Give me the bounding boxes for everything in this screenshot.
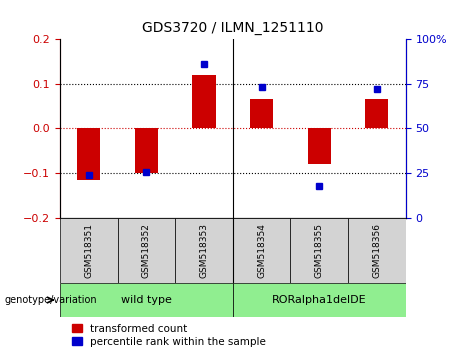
- Bar: [365, 99, 388, 129]
- FancyBboxPatch shape: [233, 283, 406, 317]
- Bar: [193, 75, 216, 129]
- Text: RORalpha1delDE: RORalpha1delDE: [272, 295, 366, 305]
- Text: genotype/variation: genotype/variation: [5, 295, 97, 305]
- Bar: [77, 129, 100, 180]
- Text: wild type: wild type: [121, 295, 172, 305]
- FancyBboxPatch shape: [290, 218, 348, 283]
- Text: GSM518351: GSM518351: [84, 223, 93, 278]
- Text: GSM518353: GSM518353: [200, 223, 208, 278]
- Bar: [250, 99, 273, 129]
- FancyBboxPatch shape: [118, 218, 175, 283]
- FancyBboxPatch shape: [233, 218, 290, 283]
- Title: GDS3720 / ILMN_1251110: GDS3720 / ILMN_1251110: [142, 21, 324, 35]
- Bar: [135, 129, 158, 173]
- Text: GSM518352: GSM518352: [142, 223, 151, 278]
- FancyBboxPatch shape: [60, 283, 233, 317]
- Text: GSM518356: GSM518356: [372, 223, 381, 278]
- FancyBboxPatch shape: [60, 218, 118, 283]
- FancyBboxPatch shape: [348, 218, 406, 283]
- Text: GSM518354: GSM518354: [257, 223, 266, 278]
- Legend: transformed count, percentile rank within the sample: transformed count, percentile rank withi…: [71, 324, 266, 347]
- Bar: [308, 129, 331, 164]
- Text: GSM518355: GSM518355: [315, 223, 324, 278]
- FancyBboxPatch shape: [175, 218, 233, 283]
